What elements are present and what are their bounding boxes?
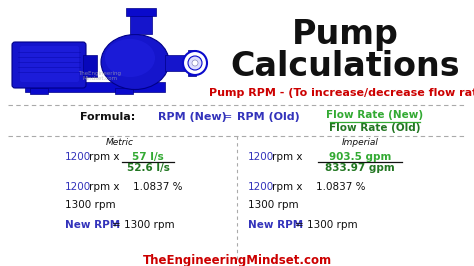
FancyBboxPatch shape [12, 42, 86, 88]
Text: 1200: 1200 [248, 182, 274, 192]
Text: 52.6 l/s: 52.6 l/s [127, 163, 169, 173]
FancyBboxPatch shape [20, 46, 79, 82]
FancyBboxPatch shape [188, 50, 196, 76]
Text: rpm x: rpm x [272, 152, 302, 162]
Text: = 1300 rpm: = 1300 rpm [295, 220, 357, 230]
Text: = 1300 rpm: = 1300 rpm [112, 220, 174, 230]
Circle shape [188, 56, 202, 70]
Text: 1200: 1200 [248, 152, 274, 162]
Text: Pump RPM - (To increase/decrease flow rate): Pump RPM - (To increase/decrease flow ra… [210, 88, 474, 98]
FancyBboxPatch shape [30, 88, 48, 94]
Circle shape [183, 51, 207, 75]
Text: Pump: Pump [292, 18, 399, 51]
Text: Imperial: Imperial [342, 138, 378, 147]
FancyBboxPatch shape [126, 8, 156, 16]
Text: rpm x: rpm x [272, 182, 302, 192]
FancyBboxPatch shape [83, 55, 97, 77]
FancyBboxPatch shape [25, 82, 165, 92]
Text: Formula:: Formula: [81, 112, 136, 122]
Text: TheEngineering: TheEngineering [79, 70, 121, 76]
Text: 57 l/s: 57 l/s [132, 152, 164, 162]
Text: New RPM: New RPM [248, 220, 303, 230]
FancyBboxPatch shape [165, 55, 190, 71]
FancyBboxPatch shape [130, 12, 152, 34]
Text: rpm x: rpm x [89, 182, 119, 192]
Circle shape [192, 60, 198, 66]
Ellipse shape [105, 39, 155, 77]
Text: 1200: 1200 [65, 182, 91, 192]
Text: Calculations: Calculations [230, 50, 460, 83]
Text: =: = [223, 112, 233, 122]
Text: RPM (Old): RPM (Old) [237, 112, 300, 122]
Text: 1300 rpm: 1300 rpm [248, 200, 299, 210]
Text: Mindset.com: Mindset.com [82, 77, 118, 81]
Text: 1300 rpm: 1300 rpm [65, 200, 116, 210]
Text: rpm x: rpm x [89, 152, 119, 162]
Text: 833.97 gpm: 833.97 gpm [325, 163, 395, 173]
Text: RPM (New): RPM (New) [158, 112, 227, 122]
Text: 903.5 gpm: 903.5 gpm [329, 152, 391, 162]
Text: 1.0837 %: 1.0837 % [133, 182, 182, 192]
Text: Flow Rate (New): Flow Rate (New) [327, 110, 424, 120]
Text: 1200: 1200 [65, 152, 91, 162]
Text: Metric: Metric [106, 138, 134, 147]
Text: 1.0837 %: 1.0837 % [316, 182, 365, 192]
Ellipse shape [101, 35, 169, 89]
Text: TheEngineeringMindset.com: TheEngineeringMindset.com [143, 254, 331, 266]
Text: Flow Rate (Old): Flow Rate (Old) [329, 123, 421, 133]
Text: New RPM: New RPM [65, 220, 120, 230]
FancyBboxPatch shape [115, 88, 133, 94]
